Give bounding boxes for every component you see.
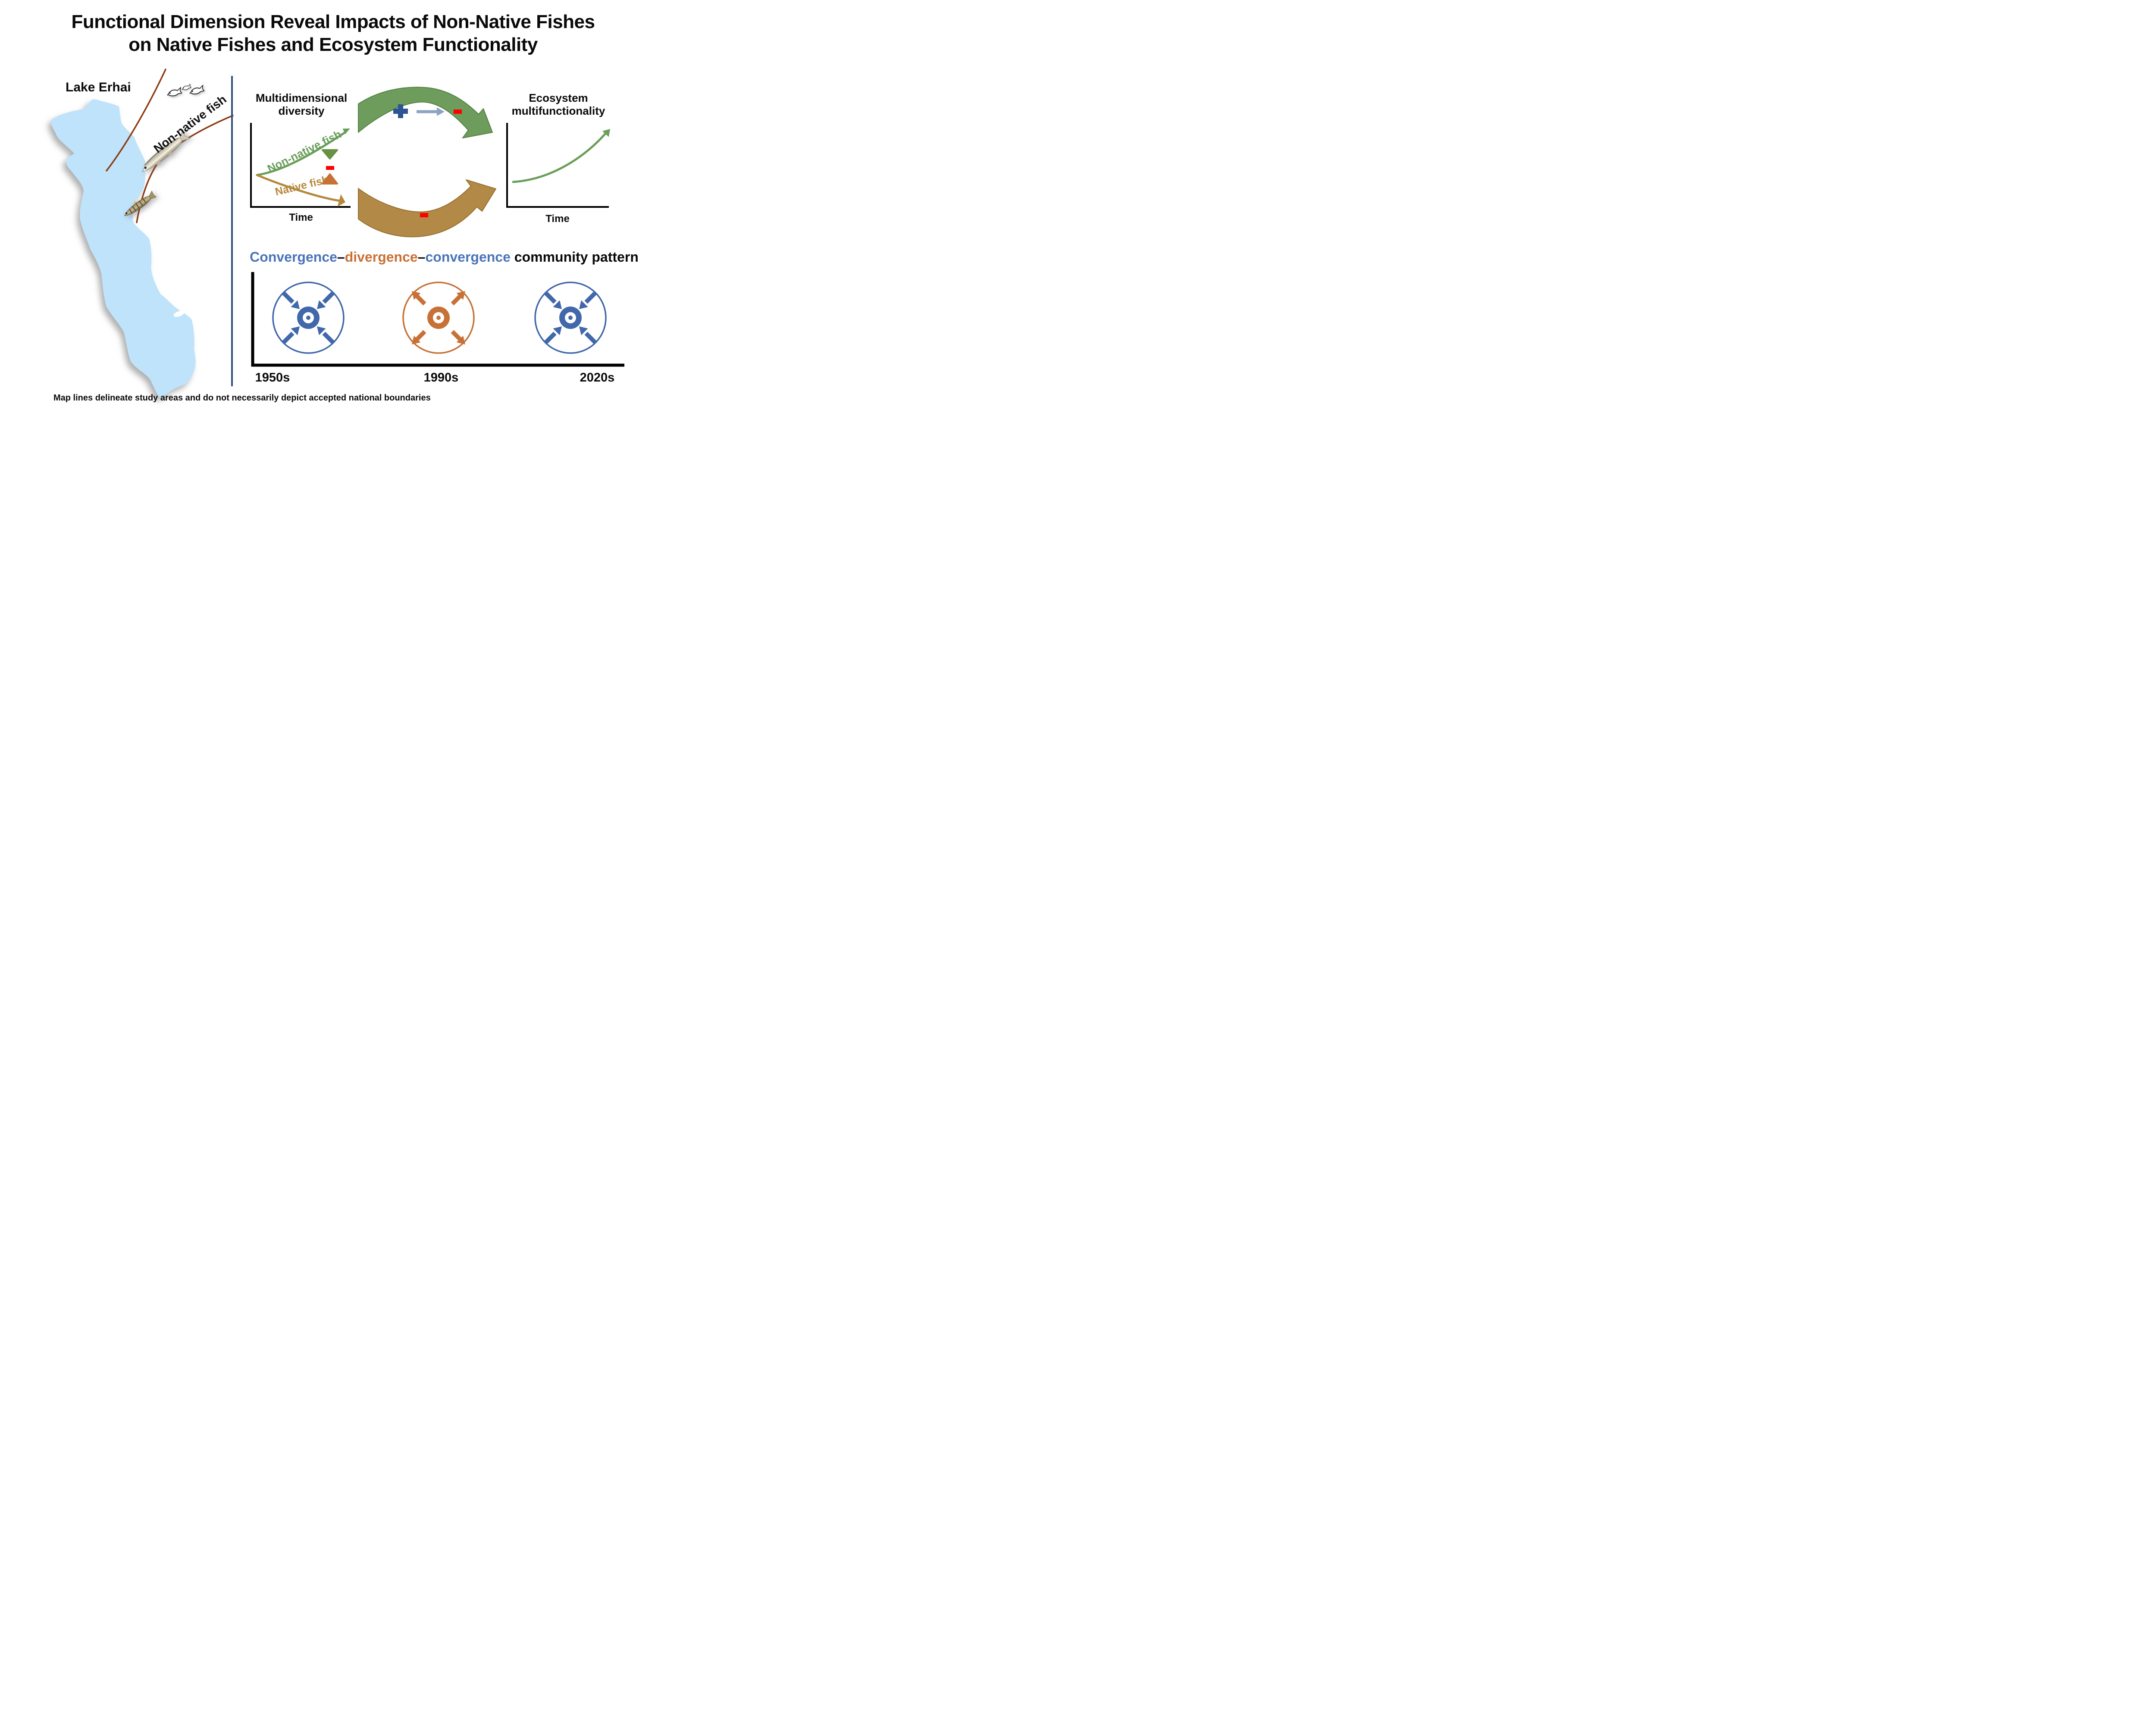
lake-erhai-label: Lake Erhai (66, 80, 131, 94)
curve-non-native-fish (256, 131, 347, 176)
curve-native-arrowhead-icon (337, 194, 345, 207)
diversity-chart-axes (250, 123, 351, 208)
figure-title: Functional Dimension Reveal Impacts of N… (0, 10, 666, 56)
curve-native-fish (256, 174, 342, 202)
timeline (251, 272, 624, 367)
era-1950s-convergence-icon (273, 282, 344, 353)
fish-outline-icon (166, 87, 182, 97)
cycle-arrow-bottom-icon (358, 179, 496, 238)
caption-convergence-2: convergence (425, 249, 511, 265)
caption-rest: community pattern (510, 249, 639, 265)
diversity-chart (250, 123, 351, 208)
era-label-2020s: 2020s (580, 371, 615, 385)
arrow-right-head-icon (437, 107, 445, 116)
ecosystem-chart-axes (506, 123, 609, 208)
ecosystem-chart-title-line2: multifunctionality (511, 104, 605, 117)
ecosystem-chart-xlabel: Time (545, 213, 570, 225)
fish-outline-icon (188, 84, 205, 96)
figure-title-line1: Functional Dimension Reveal Impacts of N… (71, 11, 595, 32)
figure-title-line2: on Native Fishes and Ecosystem Functiona… (128, 34, 538, 55)
diversity-chart-title-line1: Multidimensional (255, 91, 348, 104)
fish-outline-icon (181, 84, 191, 91)
diversity-chart-xlabel: Time (289, 212, 313, 223)
map-boundary-line-upper (106, 69, 166, 172)
map-footnote: Map lines delineate study areas and do n… (53, 393, 431, 403)
graphical-abstract: Functional Dimension Reveal Impacts of N… (0, 0, 666, 408)
feedback-cycle (358, 87, 496, 238)
minus-icon (326, 166, 334, 170)
caption-dash-1: – (337, 249, 345, 265)
minus-icon (454, 110, 462, 114)
diversity-chart-title: Multidimensional diversity (248, 91, 355, 117)
curve-non-native-arrowhead-icon (342, 128, 350, 135)
ecosystem-chart-title: Ecosystem multifunctionality (499, 91, 617, 117)
non-native-fish-photo-small (124, 191, 157, 216)
panel-divider (231, 76, 233, 386)
caption-divergence: divergence (345, 249, 418, 265)
lake-erhai-map (51, 69, 234, 397)
diversity-chart-title-line2: diversity (278, 104, 325, 117)
era-label-1950s: 1950s (255, 371, 290, 385)
caption-dash-2: – (417, 249, 426, 265)
ecosystem-chart-title-line1: Ecosystem (529, 91, 588, 104)
curve-ecosystem-multifunctionality (512, 130, 609, 183)
caption-convergence-1: Convergence (250, 249, 337, 265)
lake-shape (51, 99, 196, 397)
ecosystem-chart (506, 123, 610, 208)
triangle-up-icon (322, 173, 338, 185)
curve-ecosystem-arrowhead-icon (602, 129, 610, 137)
triangle-down-icon (322, 149, 338, 160)
pattern-caption: Convergence–divergence–convergence commu… (241, 249, 647, 265)
plus-icon (393, 104, 408, 118)
non-native-fish-photo-large (142, 129, 191, 172)
era-2020s-convergence-icon (535, 282, 606, 353)
era-label-1990s: 1990s (423, 371, 459, 385)
era-1990s-divergence-icon (403, 282, 474, 353)
minus-icon (420, 213, 428, 217)
effect-markers (322, 149, 338, 185)
lake-island (173, 310, 185, 317)
